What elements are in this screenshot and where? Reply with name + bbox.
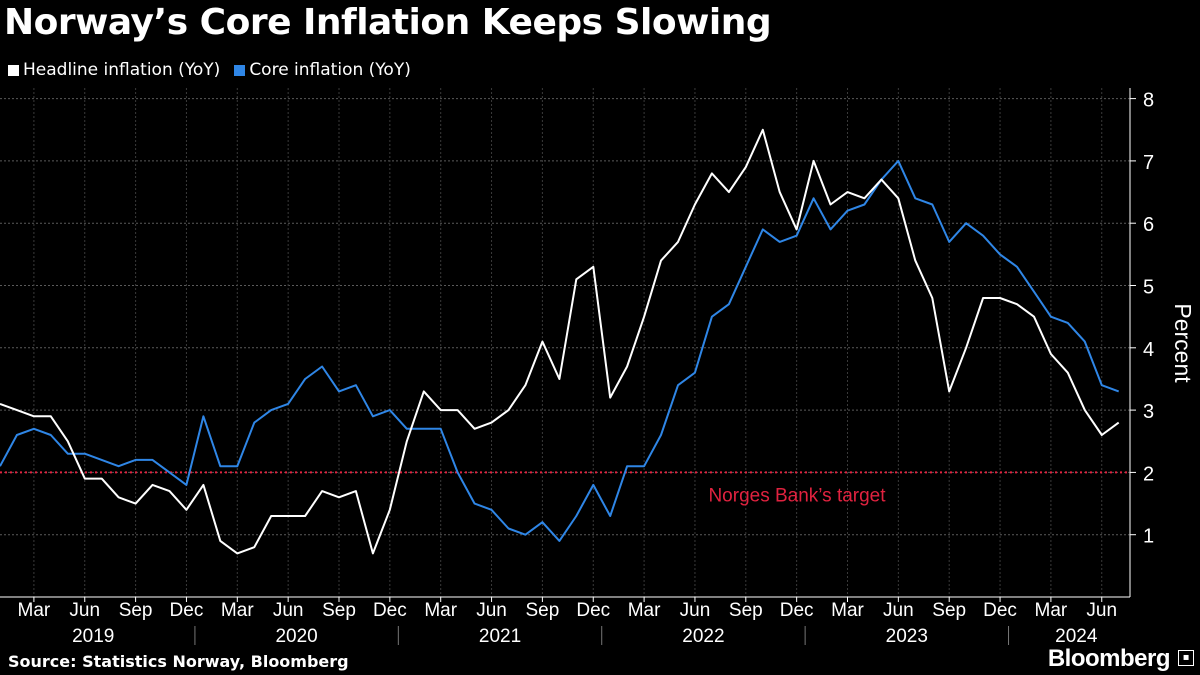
source-note: Source: Statistics Norway, Bloomberg <box>8 652 349 671</box>
year-label: 2023 <box>886 626 928 647</box>
x-tick-label: Mar <box>628 600 661 621</box>
x-tick-label: Jun <box>883 600 914 621</box>
x-tick-label: Jun <box>69 600 100 621</box>
headline-line <box>0 128 1120 555</box>
year-label: 2020 <box>275 626 317 647</box>
x-tick-label: Jun <box>476 600 507 621</box>
x-tick-label: Mar <box>831 600 864 621</box>
legend-swatch-core <box>234 64 246 76</box>
x-tick-label: Mar <box>1035 600 1068 621</box>
x-tick-label: Sep <box>119 600 153 621</box>
year-label: 2019 <box>72 626 114 647</box>
x-tick-label: Jun <box>273 600 304 621</box>
x-tick-label: Sep <box>729 600 763 621</box>
x-tick-label: Sep <box>932 600 966 621</box>
core-line <box>0 159 1120 542</box>
x-tick-label: Mar <box>18 600 51 621</box>
x-tick-label: Dec <box>373 600 407 621</box>
y-tick-label: 4 <box>1143 339 1154 361</box>
y-axis-title: Percent <box>1170 303 1196 383</box>
y-tick-label: 7 <box>1143 152 1154 174</box>
chart-title: Norway’s Core Inflation Keeps Slowing <box>4 2 772 43</box>
terminal-icon: ▪ <box>1178 650 1194 666</box>
x-tick-label: Sep <box>322 600 356 621</box>
x-tick-label: Sep <box>525 600 559 621</box>
x-tick-label: Dec <box>576 600 610 621</box>
x-tick-label: Jun <box>1086 600 1117 621</box>
y-tick-label: 2 <box>1143 463 1154 485</box>
x-tick-label: Jun <box>680 600 711 621</box>
year-label: 2021 <box>479 626 521 647</box>
year-label: 2022 <box>682 626 724 647</box>
legend-swatch-headline <box>8 64 19 76</box>
y-tick-label: 3 <box>1143 401 1154 423</box>
year-label: 2024 <box>1055 626 1098 647</box>
legend-item-headline: Headline inflation (YoY) <box>8 60 220 80</box>
legend-label-headline: Headline inflation (YoY) <box>23 60 221 80</box>
legend: Headline inflation (YoY) Core inflation … <box>8 60 411 80</box>
target-label: Norges Bank’s target <box>708 485 886 506</box>
y-tick-label: 6 <box>1143 214 1154 236</box>
y-tick-label: 1 <box>1143 526 1154 548</box>
bloomberg-logo: Bloomberg <box>1047 645 1171 672</box>
x-tick-label: Mar <box>221 600 254 621</box>
x-tick-label: Mar <box>424 600 457 621</box>
legend-label-core: Core inflation (YoY) <box>249 60 411 80</box>
x-tick-label: Dec <box>780 600 814 621</box>
y-tick-label: 5 <box>1143 277 1154 299</box>
y-tick-label: 8 <box>1143 90 1154 112</box>
legend-item-core: Core inflation (YoY) <box>234 60 411 80</box>
x-tick-label: Dec <box>170 600 204 621</box>
x-tick-label: Dec <box>983 600 1017 621</box>
